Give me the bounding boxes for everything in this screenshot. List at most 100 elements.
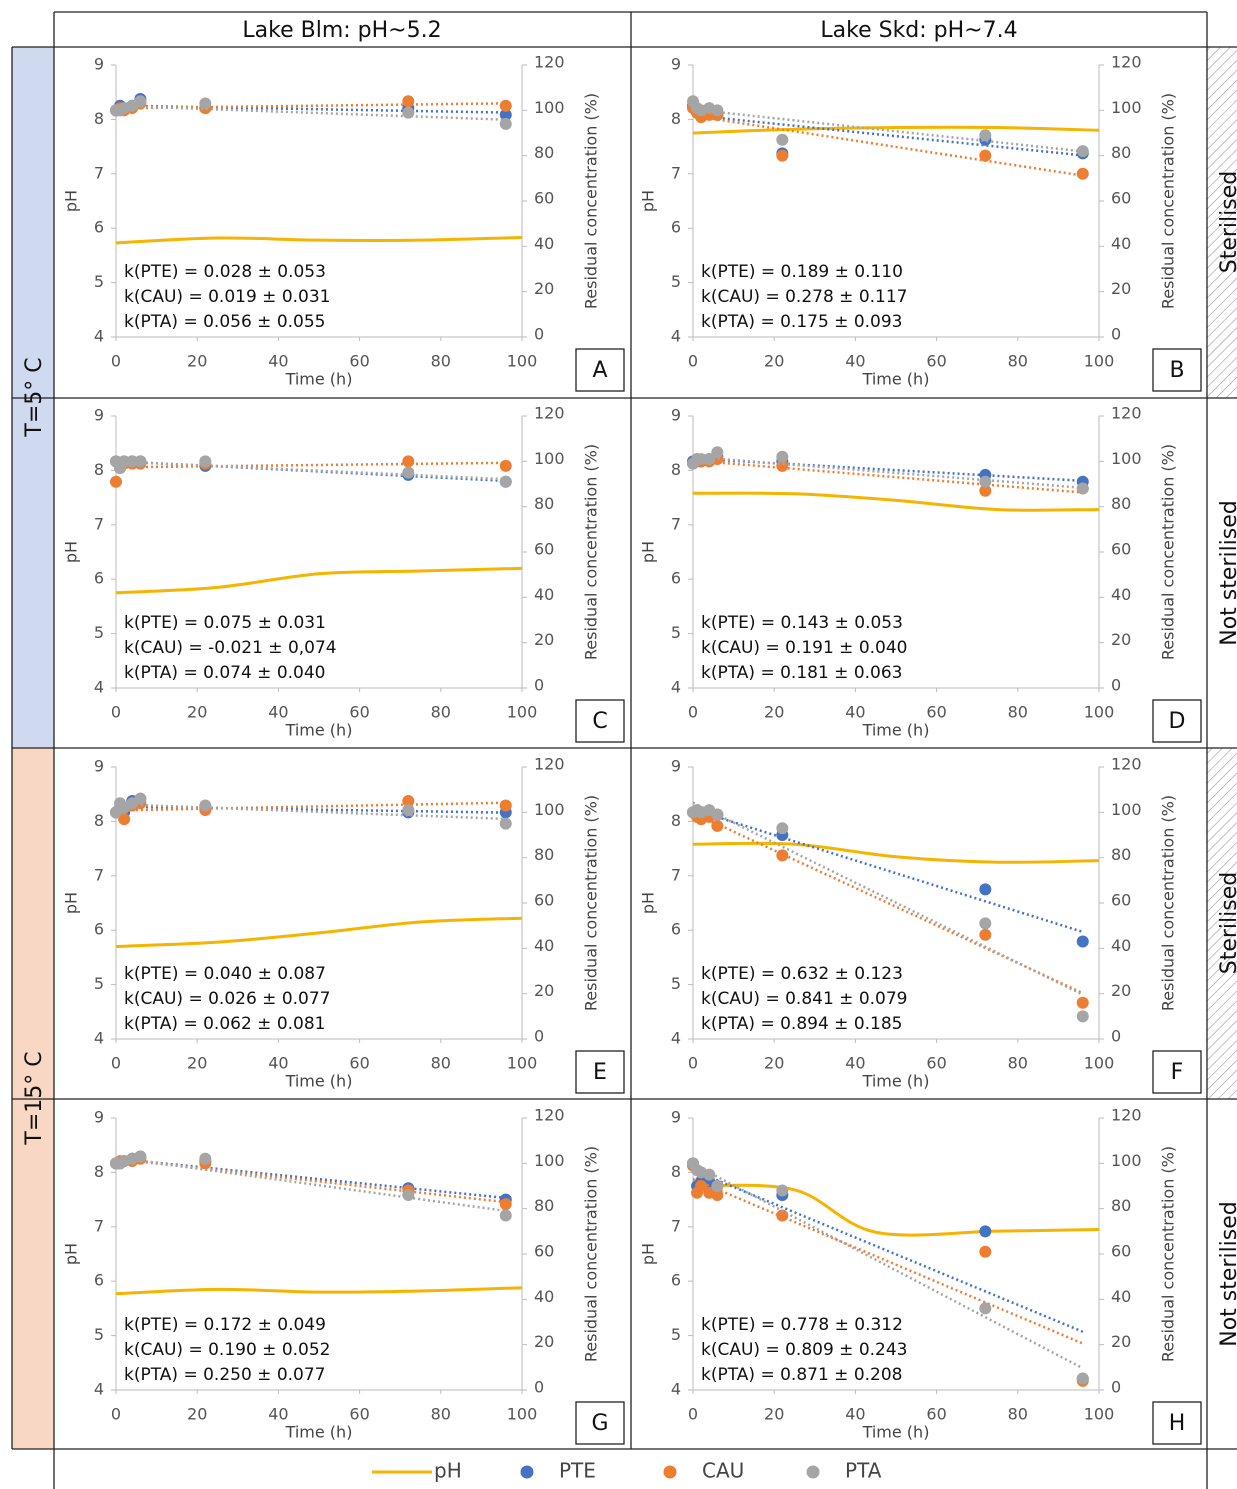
y2-tick-label: 20 [534, 279, 554, 298]
data-point [499, 1209, 512, 1222]
y2-tick-label: 0 [1111, 325, 1121, 344]
y-tick-label: 4 [94, 1380, 104, 1399]
y2-tick-label: 120 [534, 53, 565, 72]
trend-line [692, 114, 1083, 157]
x-tick-label: 40 [845, 1054, 865, 1073]
y2-tick-label: 80 [1111, 845, 1131, 864]
trend-line [115, 104, 506, 114]
legend-swatch [806, 1465, 820, 1479]
x-axis-label: Time (h) [862, 1423, 930, 1442]
y-axis-label: pH [62, 541, 81, 563]
panel: 4 5 6 7 8 9 0 20 40 60 80 100 120 0 20 40 60 80 100 Time (h… [62, 404, 625, 743]
data-point [979, 475, 992, 488]
y-tick-label: 7 [671, 514, 681, 533]
y-tick-label: 9 [671, 1108, 681, 1127]
y-axis-label: pH [639, 190, 658, 212]
data-point [711, 819, 724, 832]
y-axis-label: pH [62, 190, 81, 212]
x-tick-label: 40 [845, 703, 865, 722]
data-point [1076, 482, 1089, 495]
data-point [776, 133, 789, 146]
x-tick-label: 20 [187, 352, 207, 371]
panel-letter: C [592, 709, 607, 734]
ph-line [692, 1183, 1100, 1237]
panel-letter-box [1152, 1401, 1202, 1445]
rate-constant: k(PTE) = 0.143 ± 0.053 [701, 613, 903, 633]
trend-line [692, 1169, 1084, 1333]
x-tick-label: 60 [926, 1054, 946, 1073]
data-point [711, 808, 724, 821]
trend-line [115, 104, 506, 121]
data-point [776, 1209, 789, 1222]
x-tick-label: 20 [187, 703, 207, 722]
panel-letter: G [591, 1411, 608, 1436]
y-tick-label: 5 [94, 272, 104, 291]
row-label: Sterilised [1217, 872, 1237, 974]
rate-constant: k(CAU) = 0.026 ± 0.077 [124, 989, 331, 1009]
y2-tick-label: 0 [534, 676, 544, 695]
y2-tick-label: 40 [534, 585, 554, 604]
panel: 4 5 6 7 8 9 0 20 40 60 80 100 120 0 20 40 60 80 100 Time (h… [62, 755, 625, 1094]
y-tick-label: 9 [671, 757, 681, 776]
data-point [711, 1189, 724, 1202]
y2-tick-label: 100 [1111, 1151, 1142, 1170]
y2-tick-label: 100 [1111, 449, 1142, 468]
x-tick-label: 20 [764, 1405, 784, 1424]
ph-line [692, 841, 1100, 864]
legend-label: pH [434, 1459, 462, 1483]
x-tick-label: 40 [268, 352, 288, 371]
data-point [695, 1180, 708, 1192]
panel-letter-box [1152, 348, 1202, 392]
x-tick-label: 80 [431, 703, 451, 722]
data-point [703, 453, 716, 466]
hatch [1207, 748, 1237, 1099]
x-axis-label: Time (h) [862, 721, 930, 740]
data-point [134, 95, 147, 108]
data-point [499, 459, 512, 472]
data-point [402, 795, 415, 807]
data-point [402, 455, 415, 468]
x-tick-label: 20 [764, 703, 784, 722]
y-tick-label: 7 [94, 1216, 104, 1235]
rate-constant: k(CAU) = 0.278 ± 0.117 [701, 287, 908, 307]
ph-line [692, 125, 1100, 135]
rate-constant: k(PTE) = 0.028 ± 0.053 [124, 262, 326, 282]
data-point [499, 799, 512, 812]
rate-constant: k(PTE) = 0.172 ± 0.049 [124, 1315, 326, 1335]
trend-line [115, 460, 506, 481]
x-tick-label: 20 [187, 1054, 207, 1073]
x-tick-label: 60 [349, 352, 369, 371]
data-point [1076, 935, 1089, 948]
rate-constant: k(CAU) = 0.019 ± 0.031 [124, 287, 331, 307]
y-axis-label: pH [62, 892, 81, 914]
data-point [776, 149, 789, 162]
x-tick-label: 40 [845, 352, 865, 371]
y-tick-label: 5 [94, 1325, 104, 1344]
trend-line [115, 461, 506, 469]
y-tick-label: 9 [94, 757, 104, 776]
x-tick-label: 0 [111, 1405, 121, 1424]
panel-letter: E [593, 1060, 607, 1085]
y2-tick-label: 60 [1111, 540, 1131, 559]
x-tick-label: 100 [507, 1054, 538, 1073]
rate-constant: k(CAU) = 0.191 ± 0.040 [701, 638, 908, 658]
y-tick-label: 9 [94, 406, 104, 425]
data-point [711, 1180, 724, 1192]
y-tick-label: 7 [94, 163, 104, 182]
x-tick-label: 40 [845, 1405, 865, 1424]
panel: 4 5 6 7 8 9 0 20 40 60 80 100 120 0 20 40 60 80 100 Time (h… [62, 1106, 625, 1445]
data-point [979, 883, 992, 896]
trend-line [115, 802, 506, 821]
y2-tick-label: 0 [1111, 1027, 1121, 1046]
rate-constant: k(PTA) = 0.250 ± 0.077 [124, 1365, 326, 1385]
legend-swatch [520, 1465, 534, 1479]
data-point [402, 1189, 415, 1202]
y2-tick-label: 60 [1111, 891, 1131, 910]
y-tick-label: 4 [671, 1029, 681, 1048]
y2-tick-label: 100 [534, 449, 565, 468]
trend-line [692, 811, 1084, 995]
y2-tick-label: 20 [1111, 1332, 1131, 1351]
y2-tick-label: 0 [534, 1027, 544, 1046]
y2-axis-label: Residual concentration (%) [1159, 93, 1178, 309]
